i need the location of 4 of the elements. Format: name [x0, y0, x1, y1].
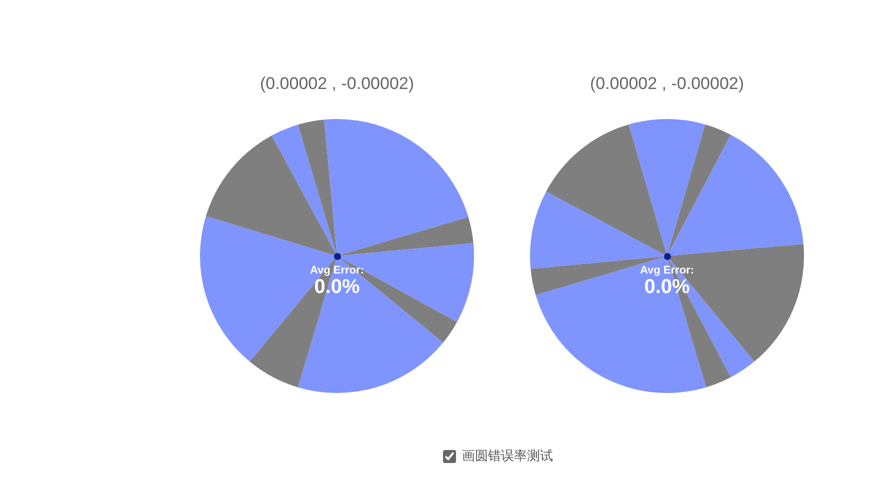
chart-title: (0.00002 , -0.00002)	[260, 74, 414, 93]
chart-title: (0.00002 , -0.00002)	[590, 74, 744, 93]
checkbox[interactable]	[443, 450, 456, 462]
text: 画圆错误率测试	[462, 447, 553, 465]
